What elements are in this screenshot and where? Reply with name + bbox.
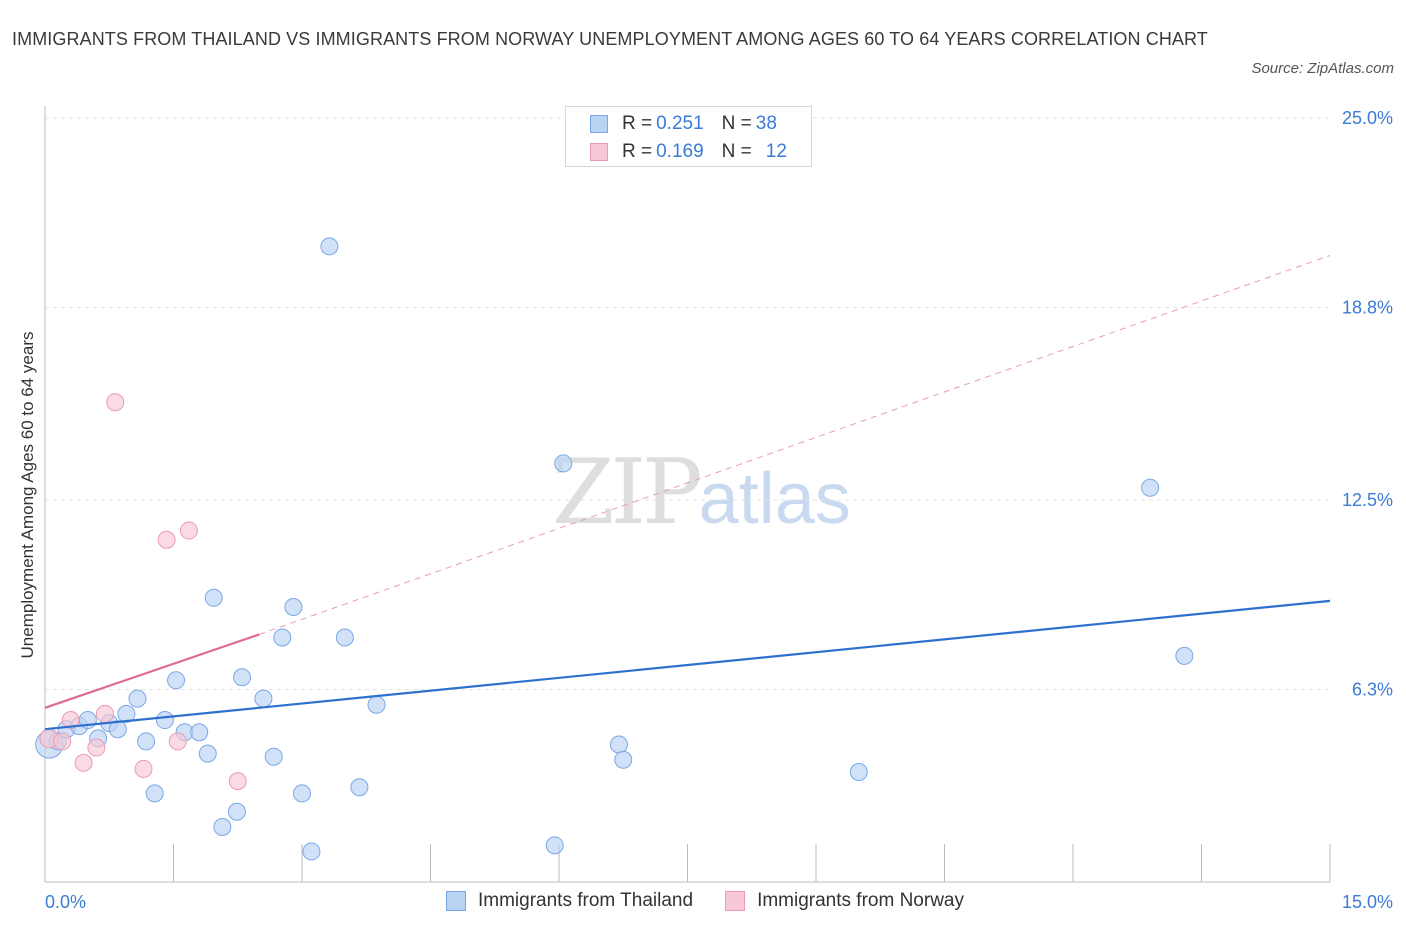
point-thailand: [198, 744, 217, 763]
point-thailand: [264, 747, 283, 766]
point-thailand: [1141, 478, 1160, 497]
legend-swatch-norway: [590, 143, 608, 161]
point-norway: [157, 530, 176, 549]
y-tick-label: 18.8%: [1342, 297, 1393, 317]
point-thailand: [293, 784, 311, 803]
point-thailand: [137, 732, 156, 751]
point-thailand: [190, 723, 209, 742]
legend-n-label: N =: [721, 141, 752, 162]
point-thailand: [273, 628, 292, 647]
x-tick-label: 15.0%: [1342, 892, 1393, 912]
x-tick-label: 0.0%: [45, 892, 86, 912]
trendline-norway: [44, 633, 260, 709]
legend-n-value: 38: [755, 113, 777, 134]
y-tick-label: 12.5%: [1342, 490, 1393, 510]
legend-row-norway: R = 0.169 N = 12: [590, 141, 787, 163]
trendline-thailand: [44, 599, 1331, 731]
point-norway: [134, 759, 153, 778]
legend-swatch-thailand: [590, 115, 608, 133]
point-thailand: [145, 784, 164, 803]
y-tick-label: 25.0%: [1342, 108, 1393, 128]
watermark-zip: ZIP: [552, 440, 703, 545]
point-norway: [168, 732, 187, 751]
source-label: Source: ZipAtlas.com: [1251, 60, 1394, 77]
legend-swatch-thailand: [446, 891, 466, 911]
point-norway: [106, 393, 125, 412]
watermark-atlas: atlas: [698, 459, 851, 539]
legend-r-value: 0.169: [656, 141, 704, 162]
point-thailand: [233, 668, 252, 687]
legend-row-thailand: R = 0.251 N = 38: [590, 113, 777, 135]
point-norway: [61, 711, 80, 730]
point-thailand: [554, 454, 573, 473]
legend-n-value: 12: [765, 141, 787, 162]
legend-swatch-norway: [725, 891, 746, 911]
legend-item-norway[interactable]: Immigrants from Norway: [725, 890, 964, 912]
point-thailand: [284, 597, 303, 616]
point-thailand: [117, 704, 136, 723]
point-thailand: [367, 695, 386, 714]
point-thailand: [614, 750, 633, 769]
correlation-legend: R = 0.251 N = 38 R = 0.169 N = 12: [565, 106, 812, 167]
point-norway: [228, 772, 247, 791]
point-norway: [179, 521, 198, 540]
point-thailand: [128, 689, 147, 708]
point-thailand: [167, 671, 186, 690]
legend-r-value: 0.251: [656, 113, 704, 134]
point-thailand: [227, 802, 246, 821]
point-thailand: [108, 720, 127, 739]
point-thailand: [1175, 646, 1194, 665]
point-thailand: [350, 778, 369, 797]
trendline-norway-extended: [258, 255, 1331, 635]
point-thailand: [204, 588, 223, 607]
point-thailand: [335, 628, 354, 647]
point-thailand: [545, 836, 564, 855]
point-norway: [95, 704, 114, 723]
legend-label-norway: Immigrants from Norway: [757, 890, 964, 911]
watermark: ZIPatlas: [552, 440, 851, 545]
legend-item-thailand[interactable]: Immigrants from Thailand: [446, 890, 693, 912]
point-norway: [87, 738, 106, 757]
point-norway: [53, 732, 72, 751]
point-thailand: [609, 735, 628, 754]
point-thailand: [254, 689, 273, 708]
point-thailand: [155, 711, 174, 730]
point-norway: [74, 753, 93, 772]
point-thailand: [302, 842, 321, 861]
legend-n-label: N =: [721, 113, 752, 134]
legend-r-label: R =: [622, 141, 653, 162]
point-thailand: [213, 817, 232, 836]
y-tick-label: 6.3%: [1352, 679, 1393, 699]
legend-r-label: R =: [622, 113, 653, 134]
series-legend: Immigrants from Thailand Immigrants from…: [446, 890, 996, 912]
legend-label-thailand: Immigrants from Thailand: [478, 890, 694, 911]
point-thailand: [849, 762, 868, 781]
chart-title: IMMIGRANTS FROM THAILAND VS IMMIGRANTS F…: [12, 29, 1208, 49]
point-thailand: [320, 237, 339, 256]
